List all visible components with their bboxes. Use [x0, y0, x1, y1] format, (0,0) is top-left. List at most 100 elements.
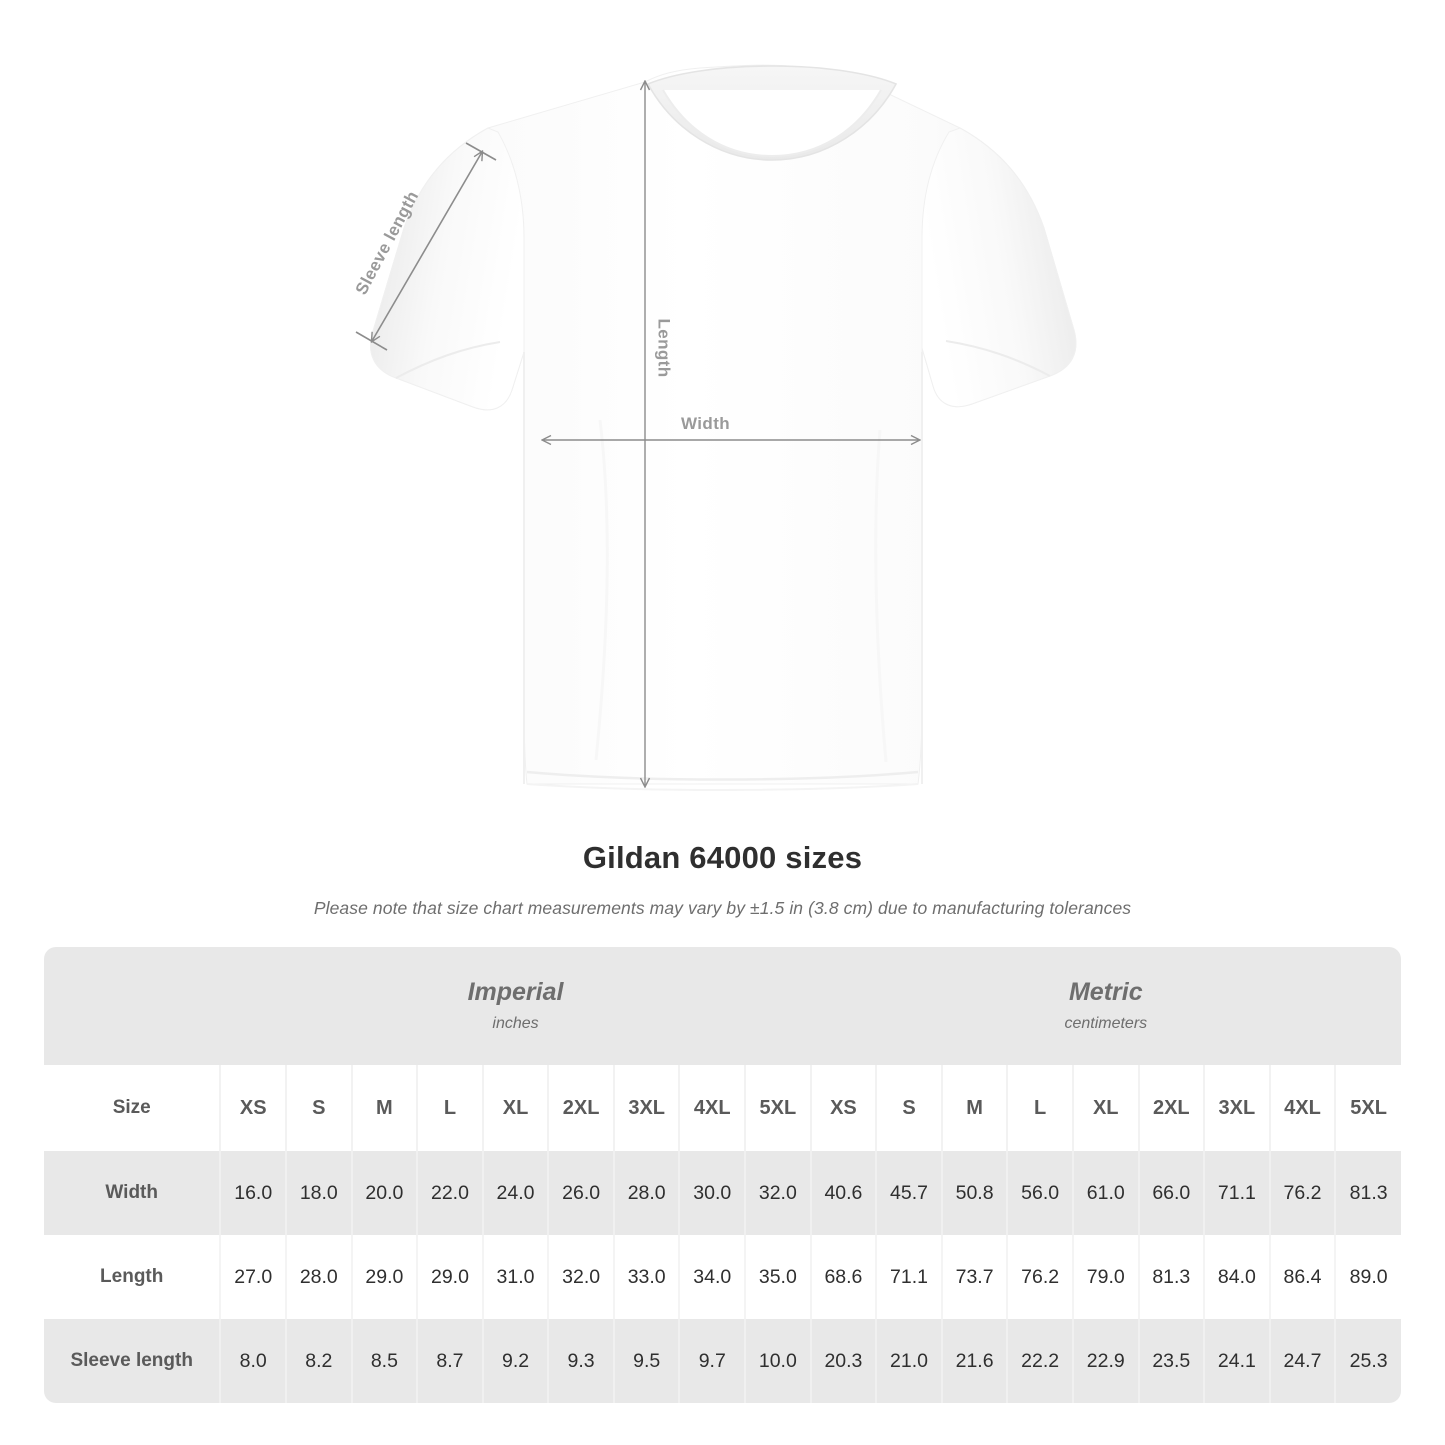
sleeve-tick-top	[465, 142, 497, 161]
cell-imperial: 32.0	[744, 1151, 811, 1235]
measurement-arrows	[355, 82, 919, 786]
cell-imperial: 18.0	[285, 1151, 352, 1235]
cell-imperial: 29.0	[416, 1235, 483, 1319]
size-header-imperial-xs: XS	[219, 1065, 286, 1151]
chart-heading-block: Gildan 64000 sizes Please note that size…	[0, 840, 1445, 919]
cell-imperial: 30.0	[678, 1151, 746, 1235]
cell-metric: 24.1	[1203, 1319, 1270, 1403]
shirt-shape	[370, 64, 1077, 791]
cell-imperial: 8.5	[350, 1319, 418, 1403]
unit-group-imperial-name: Imperial	[467, 977, 564, 1006]
size-header-metric-xl: XL	[1071, 1065, 1139, 1151]
row-label-width: Width	[44, 1151, 221, 1235]
unit-group-metric: Metric centimeters	[810, 947, 1401, 1065]
cell-metric: 24.7	[1268, 1319, 1336, 1403]
size-header-metric-5xl: 5XL	[1334, 1065, 1401, 1151]
cell-imperial: 34.0	[678, 1235, 746, 1319]
cell-imperial: 9.5	[612, 1319, 680, 1403]
cell-metric: 71.1	[1203, 1151, 1270, 1235]
sleeve-length-arrow	[372, 152, 482, 341]
cell-metric: 76.2	[1268, 1151, 1336, 1235]
size-header-imperial-m: M	[350, 1065, 418, 1151]
cell-imperial: 33.0	[612, 1235, 680, 1319]
width-label: Width	[681, 414, 731, 433]
size-chart-table: Imperial inches Metric centimeters Size …	[44, 947, 1401, 1403]
sleeve-tick-bottom	[355, 331, 388, 351]
size-header-metric-s: S	[875, 1065, 942, 1151]
size-header-metric-2xl: 2XL	[1137, 1065, 1205, 1151]
size-header-row: Size XS S M L XL 2XL 3XL 4XL 5XL XS S M L XL 2XL 3XL 4XL…	[44, 1065, 1401, 1151]
cell-metric: 20.3	[809, 1319, 877, 1403]
unit-group-metric-name: Metric	[1068, 977, 1143, 1006]
unit-header-row: Imperial inches Metric centimeters	[44, 947, 1401, 1065]
cell-metric: 71.1	[875, 1235, 942, 1319]
cell-metric: 76.2	[1006, 1235, 1073, 1319]
table-row: Length 27.0 28.0 29.0 29.0 31.0 32.0 33.0 34.0 35…	[44, 1235, 1401, 1319]
cell-metric: 21.6	[940, 1319, 1008, 1403]
table-row: Width 16.0 18.0 20.0 22.0 24.0 26.0 28.0 30.0 32.…	[44, 1151, 1401, 1235]
cell-imperial: 9.7	[678, 1319, 746, 1403]
size-header-imperial-3xl: 3XL	[612, 1065, 680, 1151]
page-title: Gildan 64000 sizes	[582, 840, 863, 875]
size-header-imperial-5xl: 5XL	[744, 1065, 811, 1151]
row-label-length: Length	[44, 1235, 221, 1319]
cell-metric: 81.3	[1137, 1235, 1205, 1319]
cell-imperial: 35.0	[744, 1235, 811, 1319]
tshirt-measurement-diagram: Sleeve length Length Width	[352, 64, 1077, 791]
cell-metric: 81.3	[1334, 1151, 1401, 1235]
tshirt-illustration	[355, 64, 1077, 791]
cell-imperial: 28.0	[285, 1235, 352, 1319]
unit-group-imperial-unit: inches	[492, 1015, 539, 1033]
cell-imperial: 24.0	[481, 1151, 549, 1235]
cell-metric: 21.0	[875, 1319, 942, 1403]
cell-imperial: 9.2	[481, 1319, 549, 1403]
size-header-imperial-2xl: 2XL	[547, 1065, 614, 1151]
cell-metric: 89.0	[1334, 1235, 1401, 1319]
unit-group-metric-unit: centimeters	[1064, 1015, 1148, 1033]
cell-imperial: 10.0	[744, 1319, 811, 1403]
size-chart-table-wrapper: Imperial inches Metric centimeters Size …	[44, 947, 1401, 1403]
cell-metric: 22.9	[1071, 1319, 1139, 1403]
cell-metric: 66.0	[1137, 1151, 1205, 1235]
cell-imperial: 32.0	[547, 1235, 614, 1319]
cell-metric: 45.7	[875, 1151, 942, 1235]
cell-imperial: 27.0	[219, 1235, 286, 1319]
cell-metric: 22.2	[1006, 1319, 1073, 1403]
cell-imperial: 26.0	[547, 1151, 614, 1235]
unit-group-imperial: Imperial inches	[220, 947, 811, 1065]
cell-imperial: 16.0	[219, 1151, 286, 1235]
cell-imperial: 22.0	[416, 1151, 483, 1235]
cell-metric: 25.3	[1334, 1319, 1401, 1403]
size-header-label: Size	[44, 1065, 221, 1151]
length-label: Length	[654, 318, 674, 378]
cell-imperial: 29.0	[350, 1235, 418, 1319]
cell-metric: 50.8	[940, 1151, 1008, 1235]
cell-imperial: 28.0	[612, 1151, 680, 1235]
size-header-imperial-l: L	[416, 1065, 483, 1151]
cell-imperial: 8.7	[416, 1319, 483, 1403]
size-header-imperial-4xl: 4XL	[678, 1065, 746, 1151]
cell-metric: 73.7	[940, 1235, 1008, 1319]
size-header-metric-3xl: 3XL	[1203, 1065, 1270, 1151]
table-row: Sleeve length 8.0 8.2 8.5 8.7 9.2 9.3 9.5 9.7 10.…	[44, 1319, 1401, 1403]
cell-metric: 23.5	[1137, 1319, 1205, 1403]
cell-imperial: 31.0	[481, 1235, 549, 1319]
cell-metric: 84.0	[1203, 1235, 1270, 1319]
cell-imperial: 8.2	[285, 1319, 352, 1403]
cell-metric: 86.4	[1268, 1235, 1336, 1319]
cell-metric: 56.0	[1006, 1151, 1073, 1235]
cell-metric: 79.0	[1071, 1235, 1139, 1319]
size-header-metric-m: M	[940, 1065, 1008, 1151]
size-header-metric-l: L	[1006, 1065, 1073, 1151]
cell-imperial: 8.0	[219, 1319, 286, 1403]
cell-metric: 68.6	[809, 1235, 877, 1319]
row-label-sleeve-length: Sleeve length	[44, 1319, 221, 1403]
cell-metric: 61.0	[1071, 1151, 1139, 1235]
cell-imperial: 20.0	[350, 1151, 418, 1235]
tolerance-note: Please note that size chart measurements…	[313, 898, 1132, 918]
cell-imperial: 9.3	[547, 1319, 614, 1403]
cell-metric: 40.6	[809, 1151, 877, 1235]
size-header-metric-4xl: 4XL	[1268, 1065, 1336, 1151]
size-header-imperial-s: S	[285, 1065, 352, 1151]
